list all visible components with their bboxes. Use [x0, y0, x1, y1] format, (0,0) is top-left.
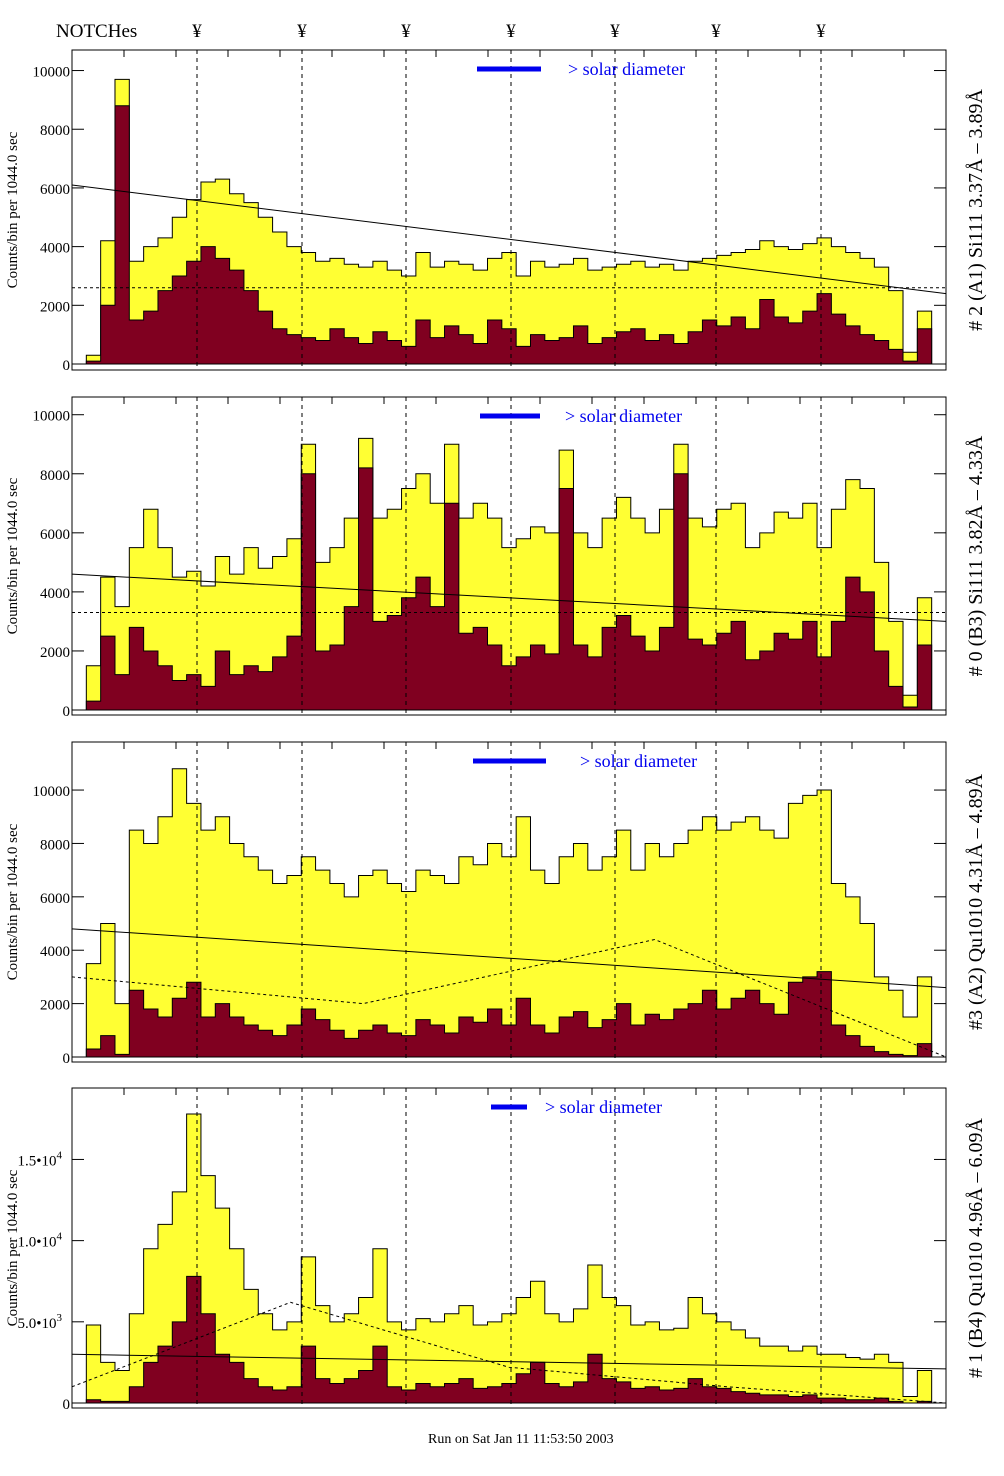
fit-line	[71, 1353, 947, 1370]
y-tick-label: 6000	[40, 891, 70, 907]
panel-title: # 0 (B3) Si111 3.82Å – 4.33Å	[965, 435, 987, 676]
total-histogram	[72, 768, 946, 1058]
y-tick-label: 4000	[40, 944, 70, 960]
notch-marker: ¥	[297, 21, 307, 42]
y-tick-label: 10000	[33, 784, 71, 800]
fit-line	[71, 184, 947, 295]
y-axis-label: Counts/bin per 1044.0 sec	[5, 823, 21, 980]
run-timestamp: Run on Sat Jan 11 11:53:50 2003	[428, 1432, 614, 1447]
y-tick-label: 8000	[40, 123, 70, 139]
panel-2: 0 2000 4000 6000 8000 10000 Counts/bin per 104…	[5, 741, 987, 1067]
fit-line	[71, 928, 947, 989]
y-tick-label: 5.0•103	[17, 1312, 62, 1332]
plot-frame	[71, 741, 947, 1063]
notch-marker: ¥	[401, 21, 411, 42]
subset-histogram	[72, 105, 946, 365]
tick-exponent: 4	[57, 1231, 63, 1243]
notches-label: NOTCHes	[56, 21, 137, 42]
notch-marker: ¥	[816, 21, 826, 42]
plot-frame	[71, 396, 947, 716]
legend-label: > solar diameter	[545, 1097, 662, 1117]
total-histogram	[72, 78, 946, 365]
y-tick-label: 2000	[40, 998, 70, 1014]
subset-histogram	[72, 467, 946, 711]
y-axis-label: Counts/bin per 1044.0 sec	[5, 1169, 21, 1326]
panel-title: # 2 (A1) Si111 3.37Å – 3.89Å	[965, 89, 987, 331]
legend-label: > solar diameter	[580, 751, 697, 771]
subset-histogram	[72, 1275, 946, 1404]
y-axis-label: Counts/bin per 1044.0 sec	[5, 477, 21, 634]
background-line	[71, 939, 947, 1058]
y-axis-label: Counts/bin per 1044.0 sec	[5, 131, 21, 288]
y-tick-label: 0	[63, 1051, 71, 1067]
tick-exponent: 4	[57, 1149, 63, 1161]
plot-frame	[71, 49, 947, 371]
y-tick-label: 0	[63, 1397, 71, 1413]
background-line	[71, 1301, 947, 1404]
legend-label: > solar diameter	[568, 59, 685, 79]
y-tick-label: 0	[63, 358, 71, 374]
plot-frame	[71, 1087, 947, 1409]
y-tick-label: 8000	[40, 837, 70, 853]
y-tick-label: 1.0•104	[17, 1231, 62, 1251]
notch-marker: ¥	[711, 21, 721, 42]
y-tick-label: 2000	[40, 299, 70, 315]
y-tick-label: 8000	[40, 468, 70, 484]
tick-exponent: 3	[57, 1312, 63, 1324]
notch-marker: ¥	[610, 21, 620, 42]
y-tick-label: 10000	[33, 65, 71, 81]
y-tick-label: 4000	[40, 586, 70, 602]
subset-histogram	[72, 971, 946, 1058]
y-tick-label: 2000	[40, 645, 70, 661]
panel-1: 0 2000 4000 6000 8000 10000 Counts/bin per 104…	[5, 396, 987, 720]
panel-0: 0 2000 4000 6000 8000 10000 Counts/bin per 104…	[5, 49, 987, 374]
y-tick-label: 1.5•104	[17, 1149, 62, 1169]
panel-title: # 1 (B4) Qu1010 4.96Å – 6.09Å	[965, 1117, 987, 1378]
y-tick-label: 10000	[33, 409, 71, 425]
total-histogram	[72, 1113, 946, 1404]
legend-label: > solar diameter	[565, 406, 682, 426]
notch-marker: ¥	[506, 21, 516, 42]
y-tick-label: 0	[63, 704, 71, 720]
y-tick-label: 6000	[40, 182, 70, 198]
y-tick-label: 6000	[40, 527, 70, 543]
fit-line	[71, 573, 947, 622]
y-tick-label: 4000	[40, 241, 70, 257]
notch-marker: ¥	[192, 21, 202, 42]
panel-title: #3 (A2) Qu1010 4.31Å – 4.89Å	[965, 773, 987, 1030]
